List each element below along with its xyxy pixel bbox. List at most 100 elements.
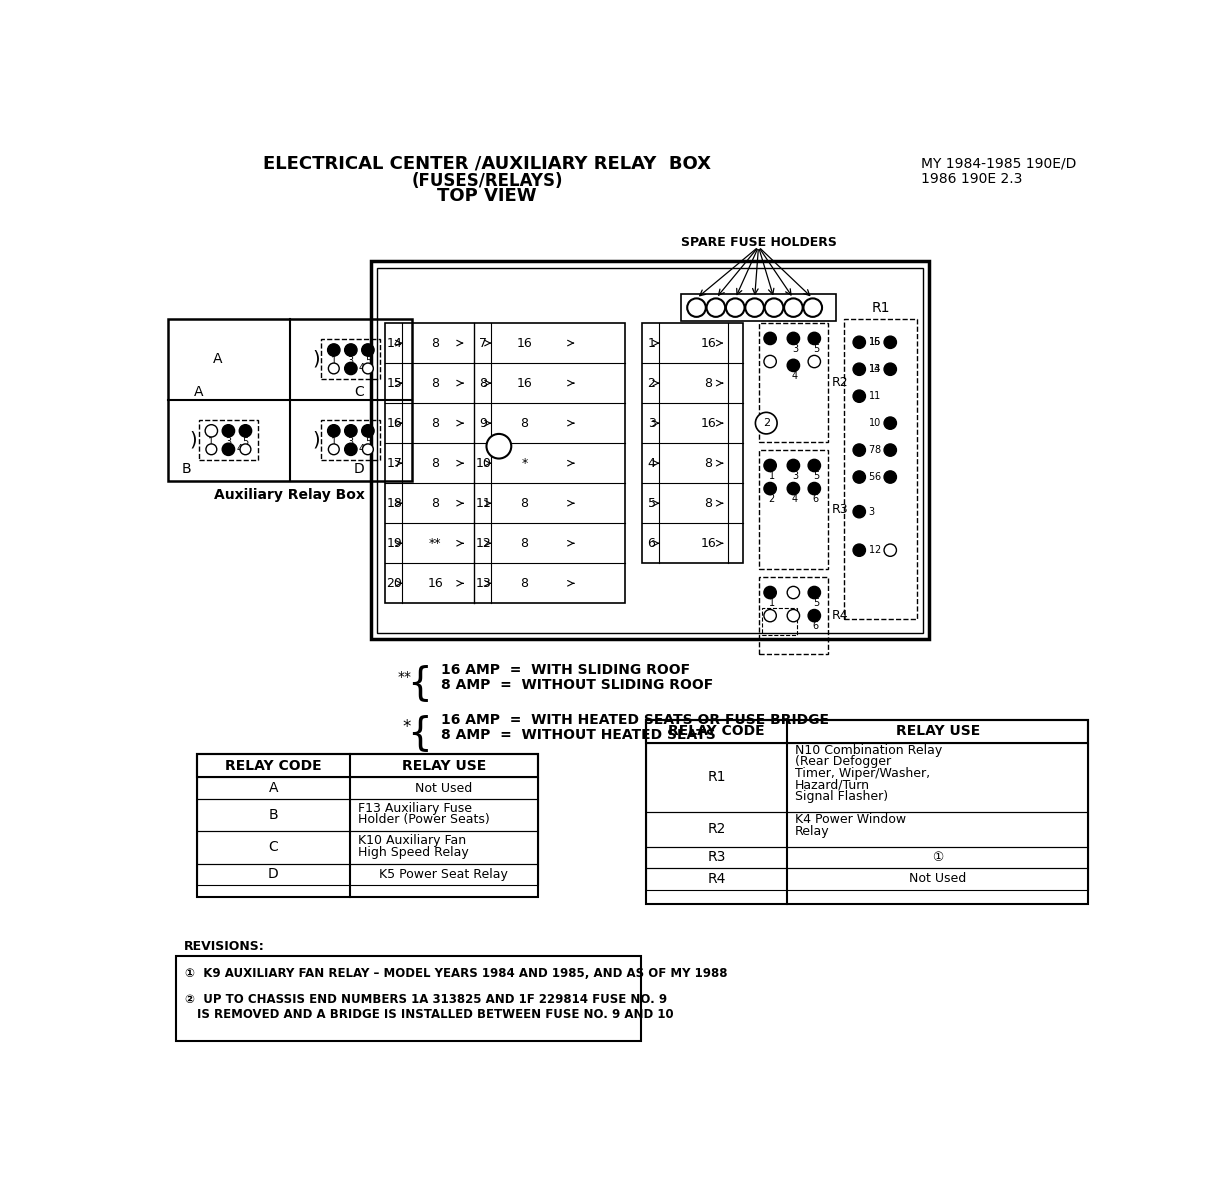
Text: (Rear Defogger: (Rear Defogger	[795, 755, 892, 768]
Text: 1: 1	[769, 471, 775, 481]
Circle shape	[808, 586, 821, 599]
Text: 2: 2	[875, 545, 881, 555]
Text: 3: 3	[347, 355, 354, 366]
Circle shape	[764, 355, 776, 368]
Text: 14: 14	[869, 365, 881, 374]
Bar	[759, 323, 828, 443]
Bar	[763, 607, 797, 635]
Text: 13: 13	[476, 577, 492, 590]
Text: 5: 5	[243, 437, 249, 446]
Circle shape	[764, 333, 776, 345]
Text: 8: 8	[479, 377, 488, 390]
Text: 6: 6	[875, 472, 881, 482]
Text: A: A	[213, 352, 223, 366]
Circle shape	[853, 506, 865, 517]
Circle shape	[345, 362, 357, 374]
Text: 6: 6	[648, 536, 655, 549]
Text: 13: 13	[869, 365, 881, 374]
Bar	[646, 847, 1088, 868]
Text: 5: 5	[813, 598, 819, 609]
Circle shape	[853, 444, 865, 456]
Text: 4: 4	[792, 371, 798, 381]
Text: 11: 11	[476, 497, 492, 509]
Text: 4: 4	[792, 495, 798, 504]
Bar	[384, 323, 625, 604]
Circle shape	[787, 333, 800, 345]
Circle shape	[206, 425, 218, 437]
Text: 1: 1	[330, 437, 336, 446]
Text: 16 AMP  =  WITH SLIDING ROOF: 16 AMP = WITH SLIDING ROOF	[441, 663, 690, 676]
Text: 16: 16	[700, 536, 716, 549]
Text: MY 1984-1985 190E/D: MY 1984-1985 190E/D	[922, 156, 1077, 170]
Text: 10: 10	[869, 418, 881, 429]
Text: R3: R3	[832, 503, 849, 516]
Bar	[197, 754, 537, 896]
Bar	[646, 868, 1088, 889]
Text: 16: 16	[700, 417, 716, 430]
Text: 10: 10	[476, 457, 492, 470]
Circle shape	[853, 363, 865, 375]
Text: REVISIONS:: REVISIONS:	[184, 940, 264, 953]
Circle shape	[329, 363, 339, 374]
Circle shape	[885, 336, 897, 348]
Text: High Speed Relay: High Speed Relay	[357, 845, 468, 858]
Circle shape	[362, 425, 375, 437]
Text: 1: 1	[330, 355, 336, 366]
Text: RELAY CODE: RELAY CODE	[669, 725, 765, 738]
Text: *: *	[521, 457, 527, 470]
Text: Holder (Power Seats): Holder (Power Seats)	[357, 813, 489, 826]
Circle shape	[764, 482, 776, 495]
Bar	[646, 812, 1088, 847]
Bar	[646, 742, 1088, 812]
Text: 16: 16	[387, 417, 402, 430]
Text: ①: ①	[933, 851, 944, 864]
Circle shape	[808, 482, 821, 495]
Text: (FUSES/RELAYS): (FUSES/RELAYS)	[411, 172, 563, 189]
Text: B: B	[181, 462, 191, 476]
Bar	[759, 450, 828, 570]
Bar	[197, 754, 537, 778]
Circle shape	[362, 444, 373, 455]
Text: ): )	[190, 431, 197, 450]
Circle shape	[345, 425, 357, 437]
Circle shape	[885, 444, 897, 456]
Text: 1: 1	[208, 437, 214, 446]
Circle shape	[345, 443, 357, 456]
Text: 17: 17	[387, 457, 402, 470]
Bar	[197, 778, 537, 799]
Circle shape	[808, 610, 821, 622]
Text: 7: 7	[869, 445, 875, 455]
Text: 2: 2	[648, 377, 655, 390]
Circle shape	[222, 443, 234, 456]
Text: K5 Power Seat Relay: K5 Power Seat Relay	[379, 868, 509, 881]
Text: {: {	[407, 664, 431, 702]
Circle shape	[787, 482, 800, 495]
Circle shape	[885, 417, 897, 430]
Text: D: D	[269, 868, 278, 881]
Text: D: D	[354, 462, 365, 476]
Text: R1: R1	[707, 771, 726, 784]
Text: A: A	[195, 385, 203, 399]
Text: 5: 5	[365, 355, 371, 366]
Circle shape	[487, 433, 511, 458]
Text: Timer, Wiper/Washer,: Timer, Wiper/Washer,	[795, 767, 930, 780]
Text: 5: 5	[648, 497, 655, 509]
Text: 5: 5	[365, 437, 371, 446]
Text: 8: 8	[705, 457, 712, 470]
Text: R4: R4	[707, 871, 726, 886]
Text: 8: 8	[431, 377, 440, 390]
Text: ): )	[312, 431, 320, 450]
Text: {: {	[407, 714, 431, 753]
Circle shape	[726, 298, 744, 317]
Text: ①  K9 AUXILIARY FAN RELAY – MODEL YEARS 1984 AND 1985, AND AS OF MY 1988: ① K9 AUXILIARY FAN RELAY – MODEL YEARS 1…	[185, 967, 728, 980]
Text: R2: R2	[832, 377, 849, 390]
Circle shape	[764, 459, 776, 471]
Text: ): )	[312, 349, 320, 368]
Text: 8: 8	[705, 497, 712, 509]
Text: IS REMOVED AND A BRIDGE IS INSTALLED BETWEEN FUSE NO. 9 AND 10: IS REMOVED AND A BRIDGE IS INSTALLED BET…	[197, 1008, 673, 1021]
Text: 1: 1	[869, 545, 875, 555]
Circle shape	[222, 425, 234, 437]
Text: 8: 8	[431, 336, 440, 349]
Text: Not Used: Not Used	[415, 781, 473, 794]
Circle shape	[345, 343, 357, 356]
